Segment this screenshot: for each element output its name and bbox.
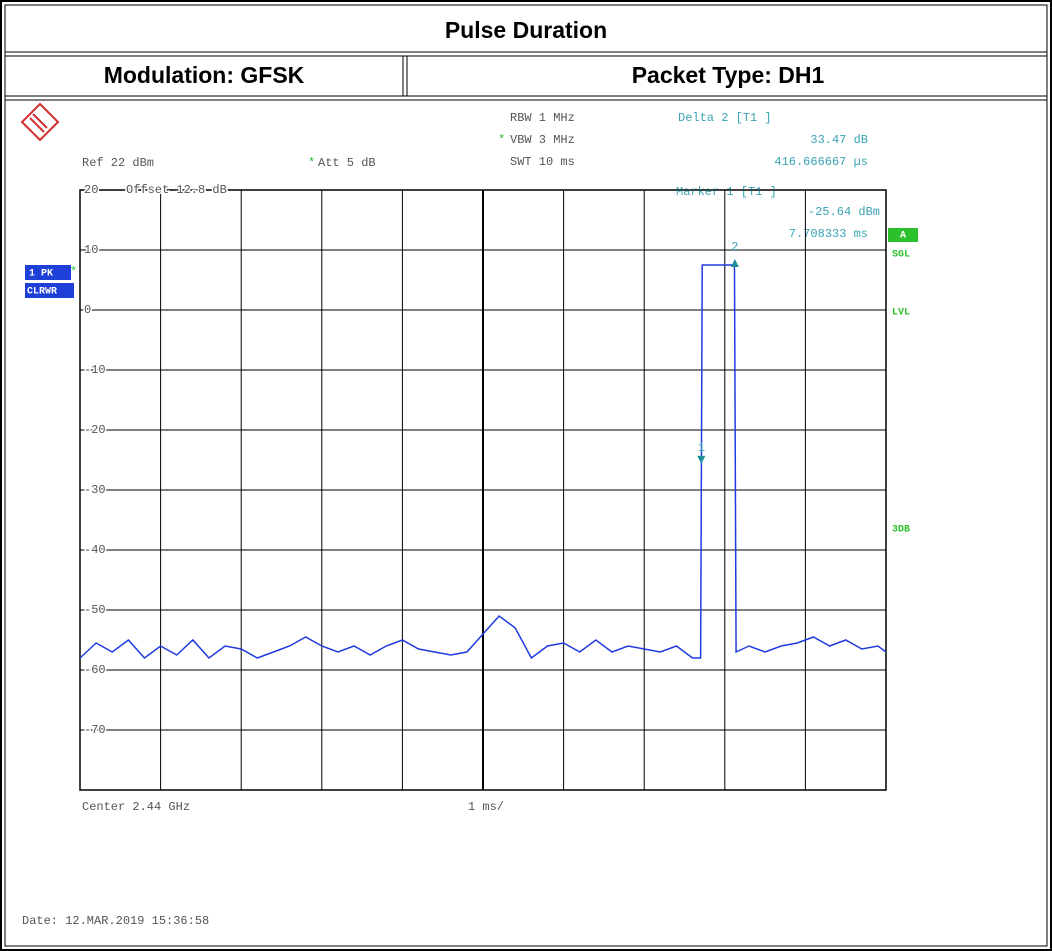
badge <box>888 228 918 242</box>
att: Att 5 dB <box>318 156 376 170</box>
star: * <box>308 156 315 170</box>
badge-label: A <box>900 231 906 242</box>
marker-number: 2 <box>731 240 738 254</box>
center: Center 2.44 GHz <box>82 800 190 814</box>
delta-label: Delta 2 [T1 ] <box>678 111 772 125</box>
y-tick-label: -50 <box>84 603 106 617</box>
y-tick-label: 0 <box>84 303 91 317</box>
y-tick-label: -30 <box>84 483 106 497</box>
date: Date: 12.MAR.2019 15:36:58 <box>22 914 209 928</box>
badge <box>25 265 71 280</box>
star: * <box>70 265 77 279</box>
badge <box>25 283 74 298</box>
side-label: SGL <box>892 250 910 261</box>
title: Pulse Duration <box>445 17 607 43</box>
side-label: LVL <box>892 308 910 319</box>
marker-label: Marker 1 [T1 ] <box>676 185 777 199</box>
packet-type: Packet Type: DH1 <box>632 62 825 88</box>
y-tick-label: -40 <box>84 543 106 557</box>
marker-level: -25.64 dBm <box>808 205 880 219</box>
marker <box>697 455 706 464</box>
star: * <box>498 133 505 147</box>
y-tick-label: -20 <box>84 423 106 437</box>
y-tick-label: -60 <box>84 663 106 677</box>
swt: SWT 10 ms <box>510 155 575 169</box>
y-tick-label: -70 <box>84 723 106 737</box>
side-label: 3DB <box>892 525 910 536</box>
delta-time: 416.666667 µs <box>774 155 868 169</box>
marker-number: 1 <box>698 441 705 455</box>
marker-time: 7.708333 ms <box>789 227 868 241</box>
y-tick-label: 20 <box>84 183 98 197</box>
delta-level: 33.47 dB <box>810 133 868 147</box>
rbw: RBW 1 MHz <box>510 111 575 125</box>
span: 1 ms/ <box>468 800 504 814</box>
marker <box>730 259 739 268</box>
vbw: VBW 3 MHz <box>510 133 575 147</box>
y-tick-label: -10 <box>84 363 106 377</box>
y-tick-label: 10 <box>84 243 98 257</box>
logo <box>20 102 60 142</box>
ref: Ref 22 dBm <box>82 156 154 170</box>
trace-mode: CLRWR <box>27 287 57 298</box>
modulation: Modulation: GFSK <box>104 62 305 88</box>
offset: Offset 12.8 dB <box>126 183 227 197</box>
trace-mode: 1 PK <box>29 269 53 280</box>
trace <box>79 264 887 660</box>
